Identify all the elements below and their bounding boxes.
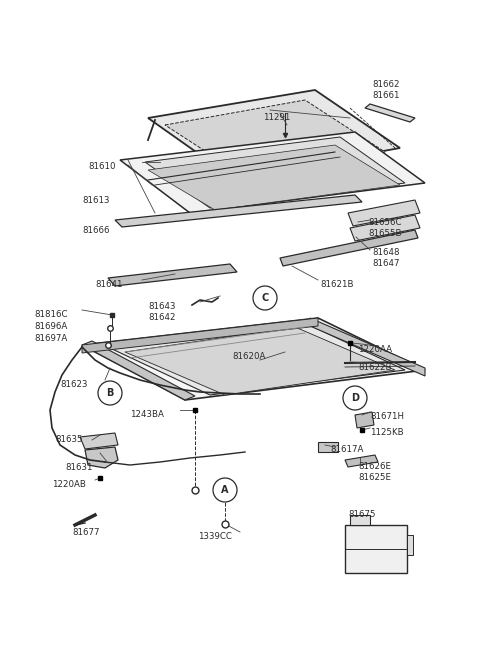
Polygon shape bbox=[148, 145, 400, 210]
Bar bbox=[407, 535, 413, 555]
Text: 81617A: 81617A bbox=[330, 445, 363, 454]
Text: 81662
81661: 81662 81661 bbox=[372, 80, 399, 100]
Polygon shape bbox=[148, 90, 400, 178]
Text: 81635: 81635 bbox=[55, 435, 83, 444]
Text: 81675: 81675 bbox=[348, 510, 375, 519]
Polygon shape bbox=[165, 100, 385, 177]
Polygon shape bbox=[145, 137, 405, 208]
Text: 81623: 81623 bbox=[60, 380, 87, 389]
Circle shape bbox=[343, 386, 367, 410]
Circle shape bbox=[213, 478, 237, 502]
Text: 81816C: 81816C bbox=[34, 310, 68, 319]
Text: 81631: 81631 bbox=[65, 463, 93, 472]
Text: B: B bbox=[106, 388, 114, 398]
Text: 81620A: 81620A bbox=[232, 352, 265, 361]
Text: 11291: 11291 bbox=[263, 113, 290, 122]
Text: 81613: 81613 bbox=[82, 196, 109, 205]
Text: 1243BA: 1243BA bbox=[130, 410, 164, 419]
Text: 81648
81647: 81648 81647 bbox=[372, 248, 399, 268]
Text: C: C bbox=[262, 293, 269, 303]
Text: 81626E
81625E: 81626E 81625E bbox=[358, 462, 391, 481]
Text: 81610: 81610 bbox=[88, 162, 116, 171]
Polygon shape bbox=[365, 104, 415, 122]
Text: 1220AB: 1220AB bbox=[52, 480, 86, 489]
Text: 81641: 81641 bbox=[95, 280, 122, 289]
Polygon shape bbox=[115, 195, 362, 227]
Polygon shape bbox=[345, 455, 378, 467]
Text: 81697A: 81697A bbox=[34, 334, 67, 343]
Polygon shape bbox=[108, 264, 237, 286]
Circle shape bbox=[253, 286, 277, 310]
Text: 81622B: 81622B bbox=[358, 363, 392, 372]
Polygon shape bbox=[82, 318, 318, 353]
Text: 1220AA: 1220AA bbox=[358, 345, 392, 354]
Polygon shape bbox=[280, 230, 418, 266]
Text: 81696A: 81696A bbox=[34, 322, 67, 331]
Circle shape bbox=[98, 381, 122, 405]
Bar bbox=[318, 442, 338, 452]
Text: A: A bbox=[221, 485, 229, 495]
Text: 81671H: 81671H bbox=[370, 412, 404, 421]
Text: 1339CC: 1339CC bbox=[198, 532, 232, 541]
Polygon shape bbox=[348, 200, 420, 226]
Polygon shape bbox=[310, 318, 425, 376]
Bar bbox=[350, 515, 370, 525]
Polygon shape bbox=[82, 341, 195, 400]
Polygon shape bbox=[120, 132, 425, 213]
Text: D: D bbox=[351, 393, 359, 403]
Polygon shape bbox=[125, 327, 395, 395]
Text: 81677: 81677 bbox=[72, 528, 99, 537]
Polygon shape bbox=[110, 323, 405, 395]
Text: 1125KB: 1125KB bbox=[370, 428, 404, 437]
Text: 81656C
81655B: 81656C 81655B bbox=[368, 218, 401, 238]
Polygon shape bbox=[82, 318, 425, 400]
Bar bbox=[345, 525, 407, 573]
Text: 81621B: 81621B bbox=[320, 280, 353, 289]
Text: 81666: 81666 bbox=[82, 226, 109, 235]
Polygon shape bbox=[355, 412, 374, 428]
Polygon shape bbox=[350, 215, 420, 241]
Polygon shape bbox=[80, 433, 118, 449]
Polygon shape bbox=[85, 447, 118, 468]
Text: 81643
81642: 81643 81642 bbox=[148, 302, 176, 322]
